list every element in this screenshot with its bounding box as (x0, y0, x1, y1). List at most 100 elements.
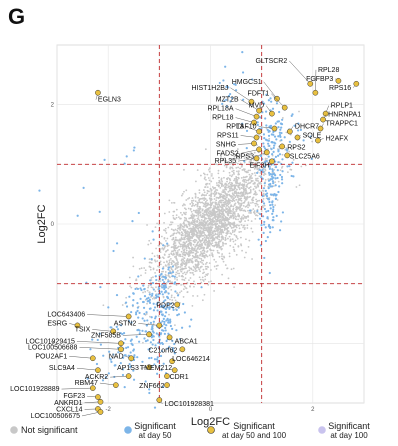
label-leader-line (240, 149, 260, 154)
day50-point (267, 99, 270, 102)
not-significant-point (177, 261, 179, 264)
day50-point (266, 128, 269, 131)
day50-point (153, 363, 156, 366)
not-significant-point (221, 199, 224, 202)
not-significant-point (167, 226, 170, 229)
not-significant-point (228, 252, 231, 255)
day50-point (159, 354, 163, 358)
not-significant-point (228, 177, 231, 180)
day50-point (104, 375, 108, 379)
not-significant-point (224, 185, 227, 188)
day50-point (122, 356, 125, 359)
not-significant-point (281, 117, 284, 119)
day50-point (112, 353, 115, 356)
not-significant-point (240, 191, 243, 194)
not-significant-point (265, 127, 268, 130)
not-significant-point (171, 299, 174, 301)
not-significant-point (203, 293, 206, 296)
not-significant-point (202, 238, 204, 240)
not-significant-point (216, 213, 219, 216)
not-significant-point (240, 197, 243, 200)
day50-point (162, 244, 165, 247)
both-days-point (118, 346, 124, 353)
not-significant-point (223, 256, 226, 259)
not-significant-point (208, 226, 211, 229)
not-significant-point (185, 231, 188, 233)
gene-label: HMGCS1 (232, 79, 262, 86)
not-significant-point (193, 241, 196, 244)
not-significant-point (217, 172, 220, 175)
not-significant-point (229, 216, 231, 219)
not-significant-point (261, 204, 264, 207)
not-significant-point (162, 248, 165, 251)
day50-point (171, 274, 174, 278)
not-significant-point (185, 287, 188, 290)
not-significant-point (193, 256, 196, 259)
gene-label: SLC25A6 (290, 153, 320, 160)
not-significant-point (177, 272, 179, 275)
day50-point (268, 200, 271, 204)
not-significant-point (233, 211, 236, 213)
day50-point (99, 285, 102, 289)
day50-point (264, 239, 267, 243)
day50-point (175, 308, 178, 312)
day50-point (116, 328, 120, 331)
label-leader-line (271, 93, 285, 108)
gene-label: LOC646214 (172, 356, 210, 363)
not-significant-point (208, 227, 211, 230)
not-significant-point (235, 210, 238, 212)
not-significant-point (200, 233, 203, 236)
day50-point (138, 332, 141, 335)
gene-label: RPS16 (329, 85, 351, 92)
day50-point (124, 338, 127, 341)
day50-point (223, 99, 226, 103)
not-significant-point (175, 216, 178, 219)
day50-point (160, 290, 163, 293)
not-significant-point (191, 222, 194, 225)
not-significant-point (233, 179, 235, 182)
not-significant-point (188, 279, 190, 282)
not-significant-point (178, 239, 181, 242)
not-significant-point (182, 234, 184, 237)
not-significant-point (142, 341, 144, 344)
not-significant-point (155, 286, 157, 289)
not-significant-point (152, 276, 154, 279)
not-significant-point (174, 324, 176, 326)
day50-point (166, 242, 169, 245)
day50-point (180, 326, 184, 329)
not-significant-point (255, 177, 257, 180)
not-significant-point (209, 187, 212, 190)
not-significant-point (242, 191, 245, 194)
not-significant-point (182, 229, 185, 232)
gene-label: LOC100506688 (28, 344, 78, 351)
not-significant-point (170, 201, 173, 204)
not-significant-point (195, 250, 198, 253)
not-significant-point (210, 243, 213, 246)
not-significant-point (169, 235, 172, 238)
not-significant-point (176, 269, 179, 272)
not-significant-point (174, 265, 177, 267)
not-significant-point (176, 292, 178, 295)
day50-point (133, 146, 136, 149)
not-significant-point (196, 254, 199, 257)
day50-point (269, 178, 272, 181)
not-significant-point (246, 195, 249, 198)
day50-point (141, 329, 144, 332)
not-significant-point (186, 226, 189, 229)
not-significant-point (238, 224, 240, 227)
not-significant-point (183, 212, 186, 215)
day50-point (275, 102, 279, 105)
not-significant-point (221, 255, 223, 258)
not-significant-point (231, 170, 234, 173)
gene-label: RPL18 (212, 115, 234, 122)
legend-label: Not significant (21, 425, 78, 435)
not-significant-point (210, 229, 213, 232)
not-significant-point (202, 234, 205, 237)
not-significant-point (174, 228, 177, 231)
not-significant-point (231, 223, 234, 226)
day50-point (130, 321, 133, 324)
not-significant-point (204, 148, 207, 151)
not-significant-point (212, 238, 215, 240)
day50-point (267, 183, 271, 186)
day50-point (277, 126, 280, 129)
